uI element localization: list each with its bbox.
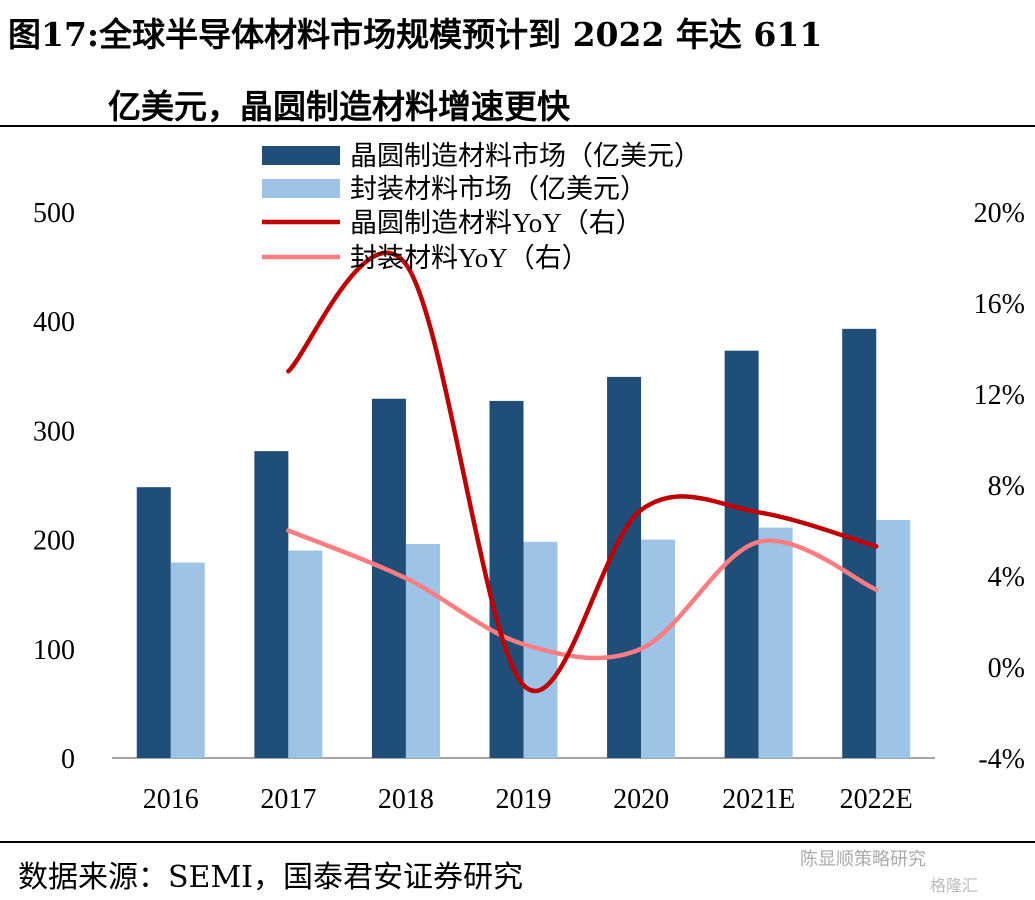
wafer-bar	[136, 487, 171, 758]
wafer-yoy-line	[286, 250, 879, 694]
source-note: 数据来源：SEMI，国泰君安证券研究	[18, 860, 524, 895]
package-bar	[170, 562, 205, 758]
wafer-bar	[489, 400, 524, 758]
package-bar	[641, 539, 676, 758]
wafer-bar	[724, 350, 759, 758]
legend-label: 晶圆制造材料YoY（右）	[350, 208, 643, 238]
y-right-tick-label: 12%	[974, 380, 1025, 411]
wafer-bar	[371, 398, 406, 758]
y-left-tick-label: 400	[33, 307, 75, 338]
legend-label: 封装材料市场（亿美元）	[350, 174, 647, 204]
watermark: 陈显顺策略研究	[800, 849, 926, 870]
package-bar	[288, 550, 323, 758]
y-left-tick-label: 300	[33, 416, 75, 447]
legend-swatch	[262, 146, 340, 165]
y-left-tick-label: 500	[33, 198, 75, 229]
package-bar	[758, 527, 793, 758]
y-right-tick-label: 4%	[988, 562, 1025, 593]
x-tick-label: 2016	[143, 784, 199, 815]
x-tick-label: 2021E	[722, 784, 795, 815]
bottom-rule	[0, 841, 1035, 843]
legend-swatch	[262, 179, 340, 198]
wafer-bar	[607, 376, 642, 758]
y-right-tick-label: 8%	[988, 471, 1025, 502]
y-right-tick-label: 20%	[974, 198, 1025, 229]
x-tick-label: 2017	[260, 784, 316, 815]
y-right-tick-label: -4%	[978, 744, 1025, 775]
y-right-tick-label: 16%	[974, 289, 1025, 320]
watermark-logo: 格隆汇	[930, 876, 979, 895]
y-left-tick-label: 200	[33, 526, 75, 557]
package-yoy-line	[286, 528, 879, 661]
chart-title-line1: 图17:全球半导体材料市场规模预计到 2022 年达 611	[8, 15, 823, 54]
wafer-bar	[254, 451, 289, 758]
x-tick-label: 2018	[378, 784, 434, 815]
x-tick-label: 2020	[613, 784, 669, 815]
y-right-tick-label: 0%	[988, 653, 1025, 684]
x-tick-label: 2022E	[840, 784, 913, 815]
package-bar	[405, 543, 440, 758]
package-bar	[876, 519, 911, 758]
chart-title-line2: 亿美元，晶圆制造材料增速更快	[108, 87, 570, 126]
top-rule	[0, 125, 1035, 127]
y-left-tick-label: 100	[33, 635, 75, 666]
x-tick-label: 2019	[496, 784, 552, 815]
legend-label: 晶圆制造材料市场（亿美元）	[350, 141, 701, 171]
y-left-tick-label: 0	[61, 744, 75, 775]
legend-label: 封装材料YoY（右）	[350, 243, 589, 273]
